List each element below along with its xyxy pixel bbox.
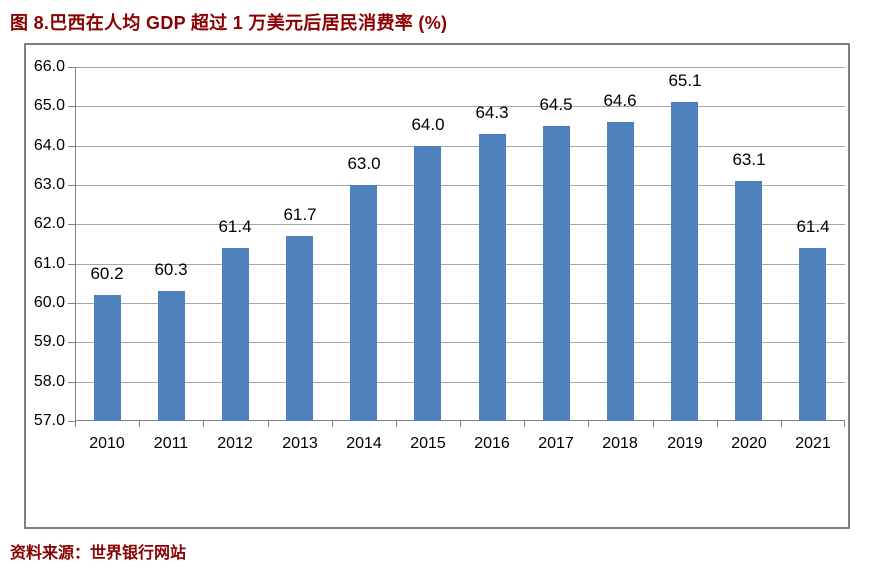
source-note: 资料来源：世界银行网站 xyxy=(10,545,187,562)
bar-value-label: 63.1 xyxy=(732,150,766,169)
x-axis-tick xyxy=(717,421,718,427)
y-axis-tick xyxy=(68,67,75,68)
y-axis-tick xyxy=(68,106,75,107)
x-axis-tick xyxy=(460,421,461,427)
y-axis-label: 57.0 xyxy=(33,412,65,429)
bar-value-label: 63.0 xyxy=(347,154,381,173)
gridline xyxy=(75,342,845,343)
y-axis-label: 63.0 xyxy=(33,176,65,193)
bar-2018 xyxy=(607,122,634,421)
x-axis-category-label: 2018 xyxy=(602,435,638,452)
y-axis-tick xyxy=(68,264,75,265)
bar-2016 xyxy=(479,134,506,421)
y-axis-label: 59.0 xyxy=(33,333,65,350)
bar-2020 xyxy=(735,181,762,421)
x-axis-tick xyxy=(139,421,140,427)
gridline xyxy=(75,224,845,225)
x-axis-category-label: 2020 xyxy=(731,435,767,452)
chart-frame: 66.0 65.0 64.0 63.0 62.0 61.0 60.0 59.0 58.0 57.0… xyxy=(24,43,850,529)
bar-value-label: 64.0 xyxy=(411,115,445,134)
gridline xyxy=(75,303,845,304)
y-axis-label: 58.0 xyxy=(33,373,65,390)
x-axis-tick xyxy=(588,421,589,427)
x-axis-category-label: 2014 xyxy=(346,435,382,452)
bar-2012 xyxy=(222,248,249,421)
bar-2021 xyxy=(799,248,826,421)
x-axis-category-label: 2010 xyxy=(89,435,125,452)
x-axis-category-label: 2019 xyxy=(667,435,703,452)
bar-value-label: 64.5 xyxy=(539,95,573,114)
x-axis-category-label: 2016 xyxy=(474,435,510,452)
y-axis-tick xyxy=(68,224,75,225)
bar-value-label: 60.3 xyxy=(154,260,188,279)
gridline xyxy=(75,146,845,147)
y-axis-label: 65.0 xyxy=(33,97,65,114)
y-axis-label: 66.0 xyxy=(33,58,65,75)
x-axis-tick xyxy=(653,421,654,427)
x-axis-category-label: 2011 xyxy=(153,435,189,452)
gridline xyxy=(75,264,845,265)
x-axis-category-label: 2015 xyxy=(410,435,446,452)
x-axis-category-label: 2012 xyxy=(217,435,253,452)
gridline xyxy=(75,185,845,186)
bar-2019 xyxy=(671,102,698,421)
bar-value-label: 61.4 xyxy=(796,217,830,236)
y-axis-tick xyxy=(68,185,75,186)
x-axis-tick xyxy=(396,421,397,427)
chart-title: 图 8.巴西在人均 GDP 超过 1 万美元后居民消费率 (%) xyxy=(10,13,448,33)
bar-value-label: 61.7 xyxy=(283,205,317,224)
bar-2011 xyxy=(158,291,185,421)
x-axis-tick xyxy=(268,421,269,427)
x-axis-tick xyxy=(844,421,845,427)
x-axis-tick xyxy=(75,421,76,427)
y-axis-label: 64.0 xyxy=(33,137,65,154)
bar-2014 xyxy=(350,185,377,421)
y-axis-label: 61.0 xyxy=(33,255,65,272)
bar-value-label: 61.4 xyxy=(218,217,252,236)
bar-2013 xyxy=(286,236,313,421)
x-axis-tick xyxy=(524,421,525,427)
y-axis-tick xyxy=(68,146,75,147)
y-axis-tick xyxy=(68,421,75,422)
y-axis-tick xyxy=(68,342,75,343)
y-axis-label: 62.0 xyxy=(33,215,65,232)
bar-value-label: 65.1 xyxy=(668,71,702,90)
y-axis-tick xyxy=(68,382,75,383)
x-axis-category-label: 2021 xyxy=(795,435,831,452)
x-axis-tick xyxy=(781,421,782,427)
gridline xyxy=(75,106,845,107)
x-axis-line xyxy=(75,420,845,421)
bar-value-label: 60.2 xyxy=(90,264,124,283)
bar-2015 xyxy=(414,146,441,421)
plot-area: 66.0 65.0 64.0 63.0 62.0 61.0 60.0 59.0 58.0 57.0… xyxy=(34,58,845,452)
y-axis-line xyxy=(75,67,76,421)
x-axis-category-label: 2017 xyxy=(538,435,574,452)
bar-value-label: 64.6 xyxy=(603,91,637,110)
gridline xyxy=(75,67,845,68)
bar-2017 xyxy=(543,126,570,421)
bar-value-label: 64.3 xyxy=(475,103,509,122)
y-axis-tick xyxy=(68,303,75,304)
gridline xyxy=(75,382,845,383)
x-axis-tick xyxy=(332,421,333,427)
y-axis-label: 60.0 xyxy=(33,294,65,311)
x-axis-tick xyxy=(203,421,204,427)
x-axis-category-label: 2013 xyxy=(282,435,318,452)
bar-2010 xyxy=(94,295,121,421)
